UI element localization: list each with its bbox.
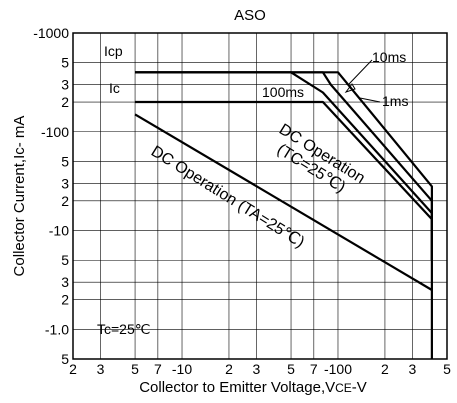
y-tick-label: -100 xyxy=(41,124,69,140)
series-line xyxy=(134,113,433,291)
x-tick-label: 2 xyxy=(69,361,77,377)
y-tick-label: 5 xyxy=(61,153,69,169)
y-tick-label: 3 xyxy=(61,175,69,191)
x-axis-label-subscript: CE xyxy=(335,381,352,395)
arrow-10ms xyxy=(344,83,356,93)
x-tick-label: -10 xyxy=(172,361,192,377)
y-tick-label: 3 xyxy=(61,77,69,93)
x-tick-label: 3 xyxy=(97,361,105,377)
series-line xyxy=(135,100,433,261)
annotation-icp: Icp xyxy=(104,43,123,59)
plot-frame xyxy=(72,32,448,360)
y-tick-label: -1.0 xyxy=(45,321,69,337)
x-tick-label: 5 xyxy=(131,361,139,377)
y-tick-label: 5 xyxy=(61,252,69,268)
y-tick-label: 2 xyxy=(61,94,69,110)
x-tick-label: 7 xyxy=(154,361,162,377)
annotation-ic: Ic xyxy=(109,80,120,96)
x-tick-label: 7 xyxy=(310,361,318,377)
y-tick-label: 2 xyxy=(61,292,69,308)
annotation-1ms: 1ms xyxy=(382,93,408,109)
annotation-10ms: 10ms xyxy=(372,49,406,65)
y-tick-label: 5 xyxy=(61,55,69,71)
x-tick-label: 3 xyxy=(409,361,417,377)
y-tick-label: 3 xyxy=(61,274,69,290)
leader-10ms xyxy=(348,59,373,85)
x-tick-labels: 2 3 5 7 -10 2 3 5 7 -100 2 3 5 xyxy=(69,361,451,377)
y-tick-label: 5 xyxy=(61,351,69,367)
x-tick-label: 5 xyxy=(443,361,451,377)
chart-title: ASO xyxy=(234,7,266,24)
y-axis-label: Collector Current,Ic- mA xyxy=(11,116,28,277)
x-axis-label-unit: -V xyxy=(352,379,367,396)
x-axis-label: Collector to Emitter Voltage,VCE-V xyxy=(139,379,367,396)
x-tick-label: 2 xyxy=(381,361,389,377)
curves xyxy=(134,71,433,359)
x-tick-label: -100 xyxy=(324,361,352,377)
annotation-100ms: 100ms xyxy=(262,84,304,100)
x-axis-label-main: Collector to Emitter Voltage,V xyxy=(139,379,335,396)
x-tick-label: 2 xyxy=(225,361,233,377)
y-tick-label: 2 xyxy=(61,193,69,209)
x-tick-label: 3 xyxy=(253,361,261,377)
x-tick-label: 5 xyxy=(287,361,295,377)
annotation-tc: Tc=25℃ xyxy=(97,321,150,337)
y-tick-label: -1000 xyxy=(33,25,69,41)
leader-1ms xyxy=(359,97,381,103)
grid xyxy=(73,33,447,359)
y-tick-label: -10 xyxy=(49,223,69,239)
